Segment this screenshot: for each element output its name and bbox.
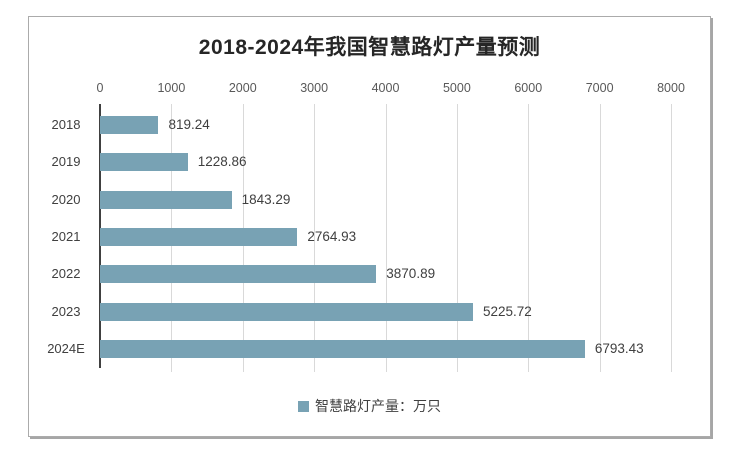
category-label: 2023 [51, 303, 81, 319]
x-axis-tick-label: 5000 [442, 81, 471, 95]
vertical-gridline [671, 104, 672, 372]
bar-2023 [100, 302, 473, 321]
x-axis-tick-label: 0 [96, 81, 104, 95]
x-axis-tick-label: 2000 [228, 81, 257, 95]
bar-2024E [100, 340, 585, 359]
x-axis-tick-label: 4000 [371, 81, 400, 95]
category-label: 2024E [47, 341, 85, 357]
vertical-gridline [599, 104, 601, 372]
x-axis-tick-label: 3000 [300, 81, 329, 95]
legend-label: 智慧路灯产量：万只 [315, 398, 441, 414]
bar-2021 [100, 228, 298, 246]
bar-2020 [100, 190, 232, 209]
x-axis-tick-label: 1000 [157, 81, 186, 95]
bar-2018 [100, 115, 159, 134]
bar-value-label: 2764.93 [307, 229, 357, 244]
vertical-gridline [456, 104, 458, 372]
bar-value-label: 819.24 [168, 116, 210, 132]
bar-value-label: 1228.86 [197, 154, 247, 170]
category-label: 2019 [51, 154, 81, 170]
category-label: 2020 [51, 191, 81, 207]
vertical-gridline [528, 104, 530, 372]
x-axis-tick-label: 6000 [514, 81, 543, 95]
vertical-gridline [385, 104, 387, 372]
legend-square-marker-icon [298, 400, 309, 412]
legend: 智慧路灯产量：万只 [29, 396, 710, 416]
bar-value-label: 3870.89 [386, 266, 436, 282]
bar-value-label: 5225.72 [482, 303, 532, 319]
vertical-gridline [314, 104, 316, 372]
chart-title: 2018-2024年我国智慧路灯产量预测 [198, 36, 541, 59]
category-label: 2021 [51, 229, 81, 244]
bar-2019 [100, 153, 188, 172]
category-label: 2022 [51, 266, 81, 282]
bar-value-label: 1843.29 [241, 191, 291, 207]
x-axis-tick-label: 7000 [585, 81, 614, 95]
chart-frame: 2018-2024年我国智慧路灯产量预测 0 1000 2000 3000 4000 50… [28, 16, 711, 437]
category-label: 2018 [51, 116, 81, 132]
bar-value-label: 6793.43 [594, 341, 644, 357]
bar-2022 [100, 265, 377, 284]
x-axis-tick-label: 8000 [657, 81, 685, 95]
